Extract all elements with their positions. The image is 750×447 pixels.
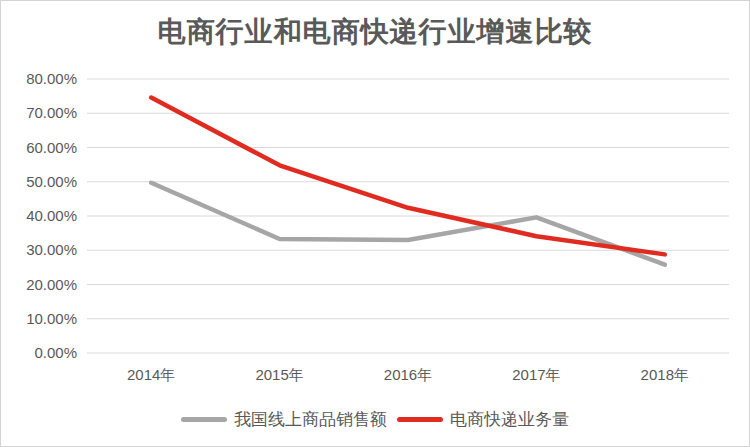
series-line-1 — [151, 97, 665, 254]
y-tick-label: 30.00% — [26, 241, 77, 258]
x-tick-label: 2018年 — [641, 366, 689, 383]
y-tick-label: 40.00% — [26, 207, 77, 224]
x-tick-label: 2014年 — [127, 366, 175, 383]
y-tick-label: 10.00% — [26, 310, 77, 327]
y-tick-label: 20.00% — [26, 276, 77, 293]
y-tick-label: 80.00% — [26, 70, 77, 87]
chart-legend: 我国线上商品销售额 电商快递业务量 — [1, 408, 749, 431]
legend-item-online-sales: 我国线上商品销售额 — [181, 408, 387, 431]
x-tick-label: 2017年 — [512, 366, 560, 383]
legend-label-online-sales: 我国线上商品销售额 — [234, 408, 387, 431]
legend-line-swatch-gray — [181, 417, 227, 422]
y-tick-label: 50.00% — [26, 173, 77, 190]
x-tick-label: 2016年 — [384, 366, 432, 383]
x-tick-label: 2015年 — [255, 366, 303, 383]
line-chart-plot: 0.00% 10.00% 20.00% 30.00% 40.00% 50.00% 60.00… — [1, 1, 750, 401]
y-tick-label: 60.00% — [26, 139, 77, 156]
chart-frame: 电商行业和电商快递行业增速比较 0.00%10.00%20.00%30.00%4… — [0, 0, 750, 447]
legend-item-express-volume: 电商快递业务量 — [397, 408, 569, 431]
legend-label-express-volume: 电商快递业务量 — [450, 408, 569, 431]
legend-line-swatch-red — [397, 417, 443, 422]
y-tick-label: 70.00% — [26, 104, 77, 121]
series-line-0 — [151, 183, 665, 265]
y-tick-label: 0.00% — [34, 344, 77, 361]
